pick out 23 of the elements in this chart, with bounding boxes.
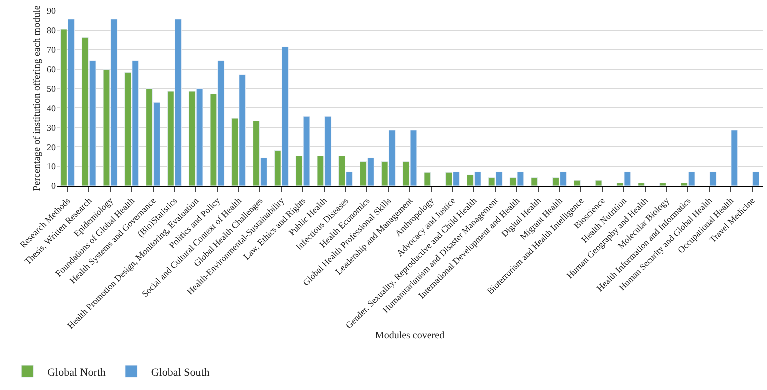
legend-label: Global South	[151, 366, 210, 379]
legend-label: Global North	[48, 366, 106, 379]
bar	[638, 183, 646, 186]
y-tick-label: 10	[47, 162, 56, 172]
bar	[710, 172, 717, 186]
y-tick-label: 30	[47, 122, 56, 133]
y-tick-label: 20	[47, 142, 56, 152]
bar	[424, 172, 432, 186]
y-tick-label: 80	[47, 26, 56, 36]
y-tick-label: 90	[47, 6, 56, 16]
bar	[574, 180, 581, 186]
x-axis-title: Modules covered	[375, 330, 445, 342]
bar	[595, 180, 602, 186]
y-tick-label: 50	[47, 84, 56, 94]
bar	[531, 178, 538, 186]
bar	[752, 172, 760, 186]
y-tick-label: 70	[47, 45, 56, 56]
y-tick-label: 60	[47, 64, 56, 74]
y-tick-label: 0	[52, 181, 56, 192]
y-tick-label: 40	[47, 103, 56, 114]
bar	[660, 183, 666, 186]
y-axis-title: Percentage of institution offering each module	[32, 5, 43, 192]
bar	[731, 130, 738, 186]
